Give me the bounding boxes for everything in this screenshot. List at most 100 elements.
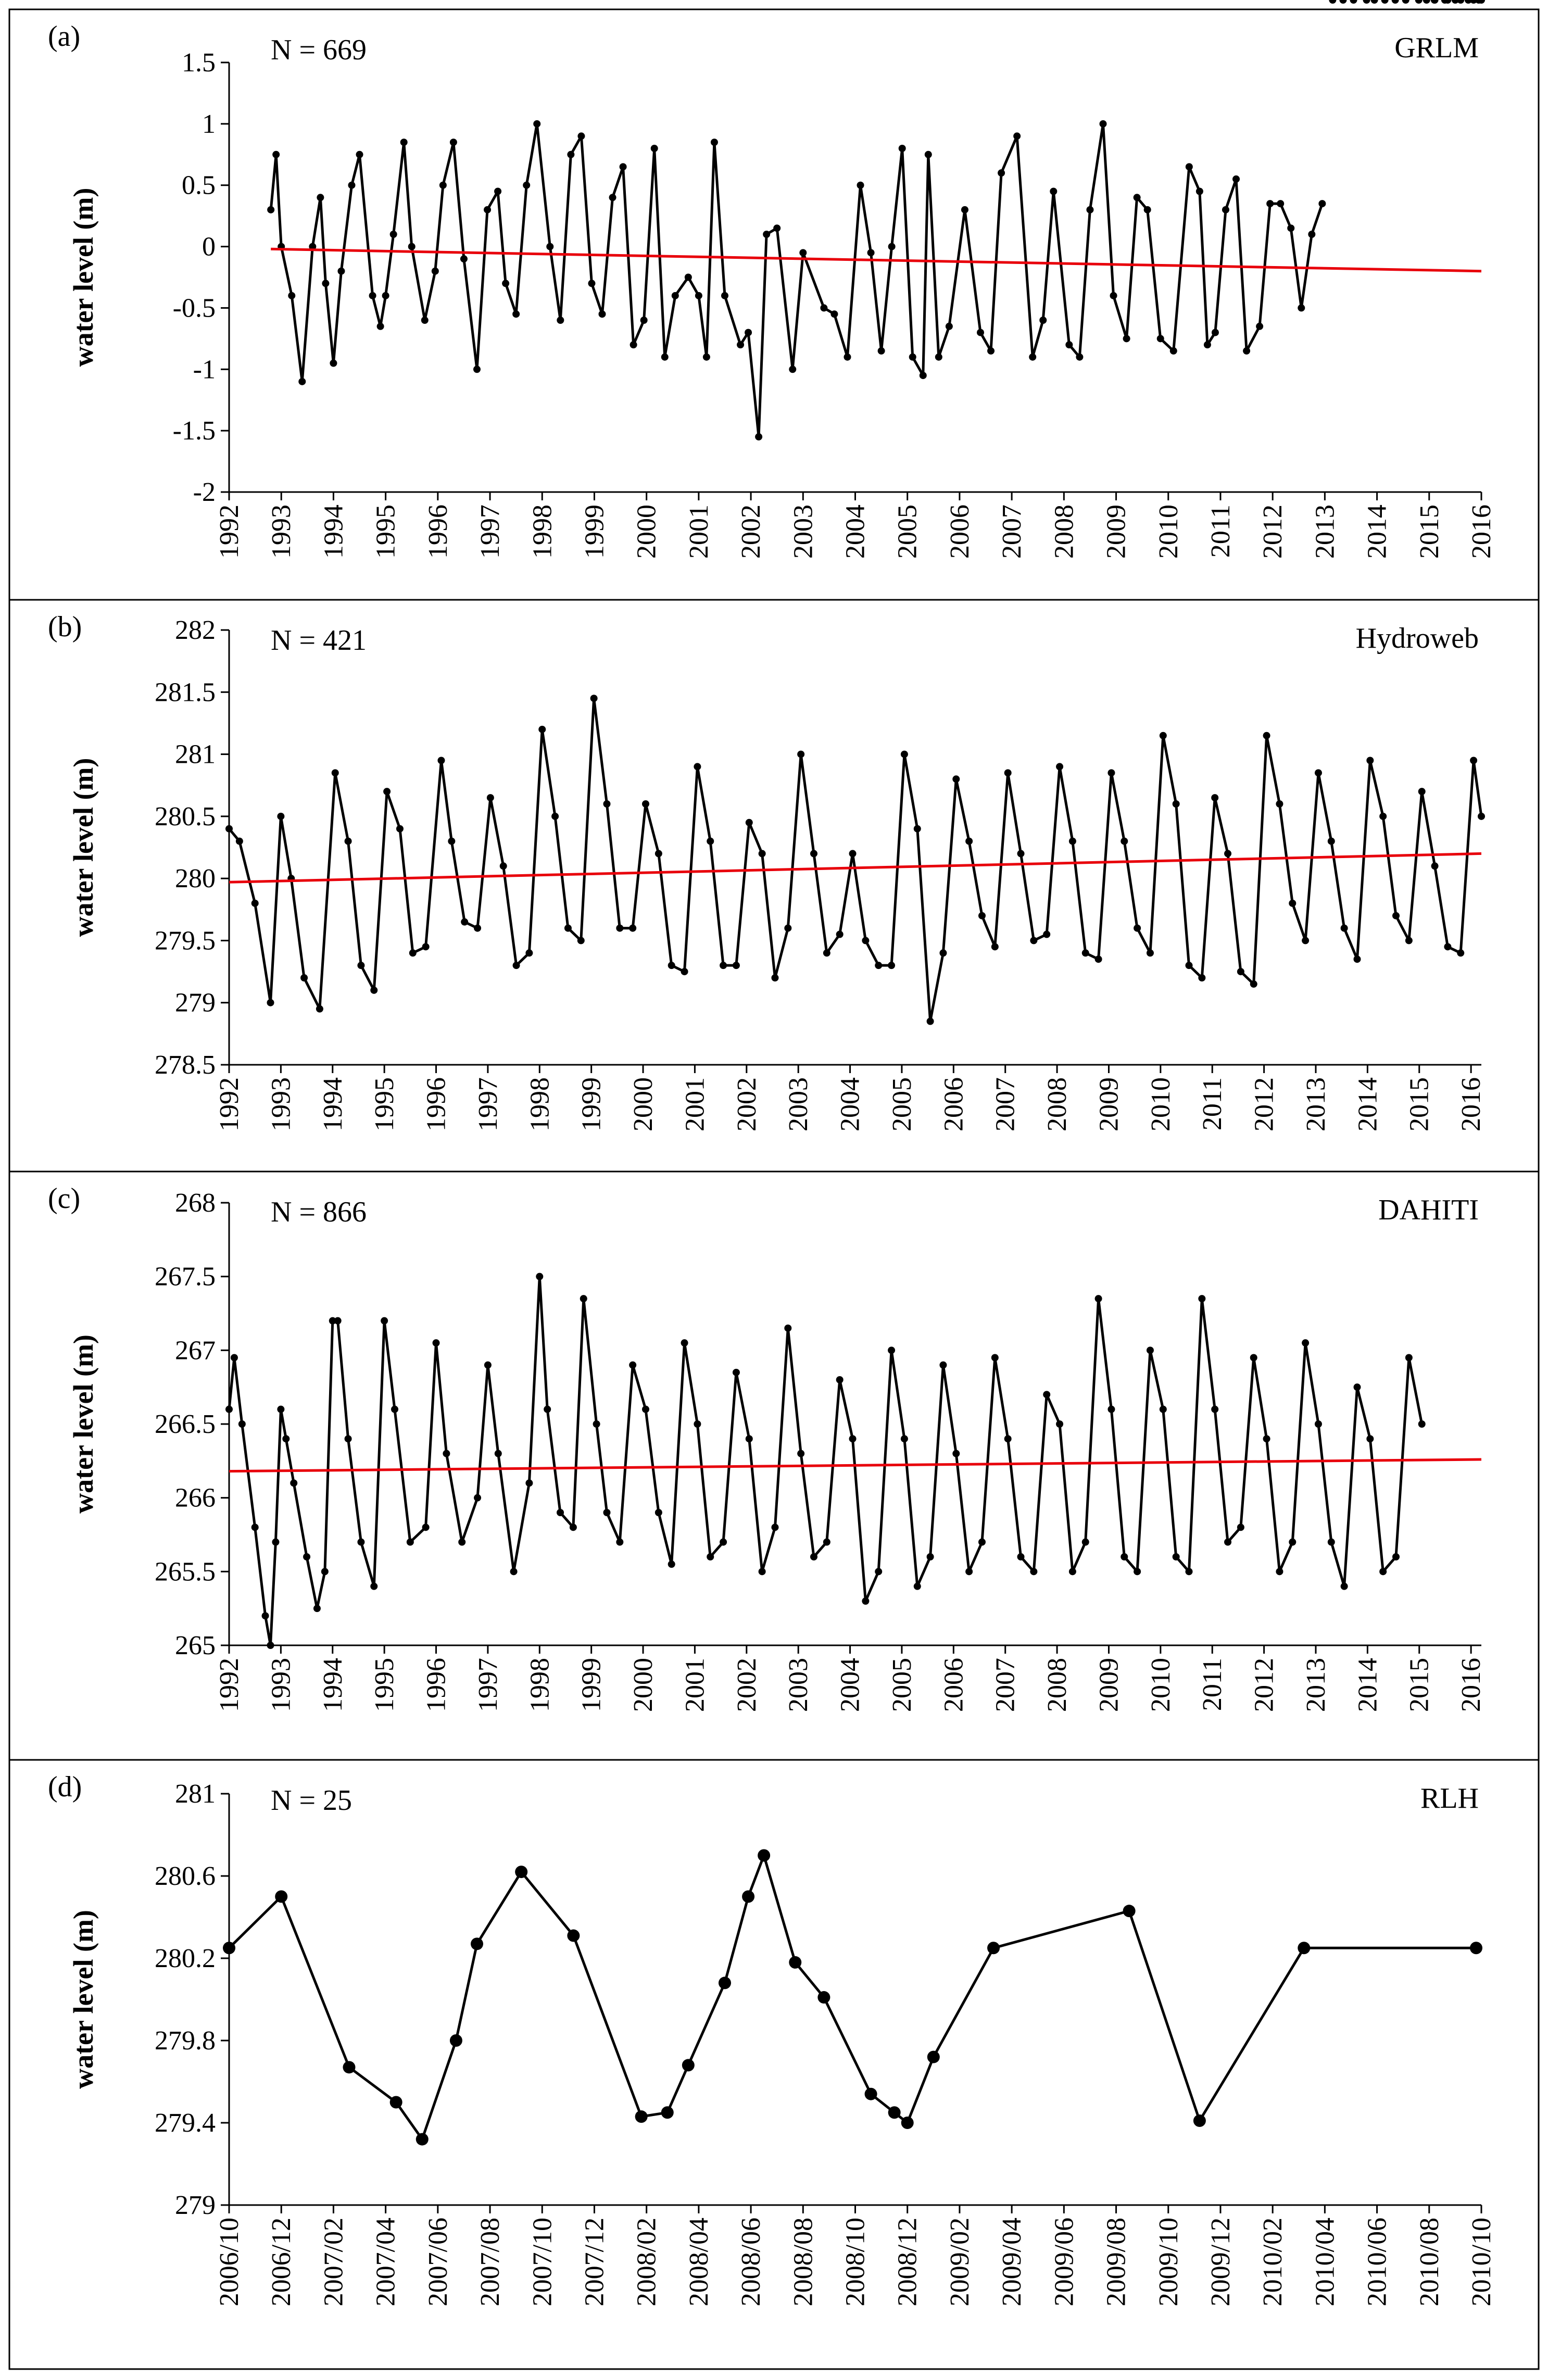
data-point bbox=[1068, 837, 1076, 845]
data-point bbox=[1366, 757, 1374, 764]
x-tick-label: 2002 bbox=[736, 505, 766, 559]
data-point bbox=[344, 1435, 352, 1443]
data-point bbox=[900, 1435, 908, 1443]
data-point bbox=[251, 1523, 259, 1531]
data-point bbox=[277, 1405, 285, 1413]
data-point bbox=[1146, 1346, 1154, 1354]
data-point bbox=[836, 930, 844, 938]
x-tick-label: 1998 bbox=[527, 505, 557, 559]
data-point bbox=[580, 1295, 587, 1303]
data-point bbox=[1065, 341, 1073, 349]
data-point bbox=[1353, 1383, 1361, 1391]
data-point bbox=[267, 999, 274, 1006]
x-tick-label: 2007 bbox=[997, 505, 1027, 559]
y-tick-label: 266 bbox=[175, 1483, 216, 1513]
y-tick-label: 280.2 bbox=[155, 1944, 216, 1973]
data-point bbox=[533, 120, 541, 128]
data-point bbox=[510, 1568, 518, 1576]
data-point bbox=[755, 433, 763, 440]
data-point bbox=[629, 924, 637, 932]
x-tick-label: 2013 bbox=[1310, 505, 1340, 559]
y-tick-label: 1.5 bbox=[182, 48, 216, 78]
data-point bbox=[862, 1597, 870, 1605]
data-point bbox=[668, 962, 675, 969]
data-point bbox=[546, 243, 554, 250]
panel-letter: (b) bbox=[48, 611, 82, 643]
x-tick-label: 2010/10 bbox=[1467, 2218, 1496, 2306]
x-tick-label: 2010 bbox=[1146, 1077, 1176, 1131]
data-point bbox=[1086, 206, 1094, 213]
x-tick-label: 2008/12 bbox=[893, 2218, 923, 2306]
x-tick-label: 2009/08 bbox=[1102, 2218, 1131, 2306]
x-tick-label: 2007 bbox=[991, 1077, 1021, 1131]
data-point bbox=[1353, 955, 1361, 963]
data-point bbox=[998, 169, 1005, 177]
y-tick-label: 281.5 bbox=[155, 677, 216, 707]
data-point bbox=[1056, 763, 1064, 771]
data-point bbox=[661, 2106, 674, 2119]
data-point bbox=[400, 138, 408, 146]
data-point bbox=[862, 937, 870, 945]
data-point bbox=[1172, 1553, 1180, 1560]
data-point bbox=[1340, 1582, 1348, 1590]
y-tick-label: 282 bbox=[175, 615, 216, 645]
x-tick-label: 2002 bbox=[732, 1077, 762, 1131]
x-tick-label: 1995 bbox=[371, 505, 401, 559]
y-tick-label: 280 bbox=[175, 864, 216, 893]
data-point bbox=[710, 138, 718, 146]
data-point bbox=[230, 1354, 238, 1362]
data-point bbox=[1156, 335, 1164, 343]
data-point bbox=[551, 812, 559, 820]
data-point bbox=[1423, 0, 1430, 4]
x-tick-label: 1998 bbox=[525, 1658, 555, 1712]
y-tick-label: -1 bbox=[193, 355, 216, 384]
data-point bbox=[422, 943, 430, 951]
data-point bbox=[1256, 322, 1264, 330]
data-point bbox=[275, 1890, 288, 1903]
data-point bbox=[484, 206, 492, 213]
data-point bbox=[484, 1361, 492, 1369]
x-tick-label: 2006/10 bbox=[215, 2218, 244, 2306]
data-point bbox=[1444, 0, 1452, 4]
data-point bbox=[1017, 850, 1025, 858]
x-tick-label: 2008 bbox=[1049, 505, 1079, 559]
data-point bbox=[1056, 1420, 1064, 1428]
data-point bbox=[577, 132, 585, 140]
data-point bbox=[421, 317, 429, 324]
source-label: DAHITI bbox=[1378, 1194, 1479, 1226]
x-tick-label: 2000 bbox=[628, 1077, 658, 1131]
data-point bbox=[1366, 1435, 1374, 1443]
data-point bbox=[629, 1361, 637, 1369]
data-point bbox=[1017, 1553, 1025, 1560]
data-point bbox=[961, 206, 968, 213]
data-point bbox=[1469, 1942, 1482, 1955]
data-point bbox=[1030, 937, 1038, 945]
data-point bbox=[1169, 347, 1177, 355]
data-point bbox=[926, 1553, 934, 1560]
data-point bbox=[300, 974, 308, 981]
data-point bbox=[486, 794, 494, 802]
x-tick-label: 2007/12 bbox=[580, 2218, 609, 2306]
data-point bbox=[1379, 1568, 1387, 1576]
data-point bbox=[225, 825, 233, 833]
source-label: GRLM bbox=[1394, 32, 1479, 64]
x-tick-label: 2002 bbox=[732, 1658, 762, 1712]
x-tick-label: 2014 bbox=[1363, 505, 1392, 559]
data-point bbox=[945, 322, 953, 330]
x-tick-label: 1995 bbox=[370, 1077, 399, 1131]
data-point bbox=[1478, 812, 1485, 820]
data-point bbox=[836, 1376, 844, 1383]
x-tick-label: 2011 bbox=[1206, 505, 1236, 558]
data-point bbox=[1159, 1405, 1167, 1413]
source-label: RLH bbox=[1420, 1782, 1479, 1815]
data-point bbox=[282, 1435, 290, 1443]
data-point bbox=[382, 292, 389, 299]
data-point bbox=[1289, 899, 1297, 907]
data-point bbox=[1298, 304, 1305, 312]
x-tick-label: 2010 bbox=[1146, 1658, 1176, 1712]
x-tick-label: 1997 bbox=[473, 1077, 503, 1131]
y-tick-label: 267 bbox=[175, 1336, 216, 1365]
data-point bbox=[461, 918, 469, 926]
x-tick-label: 2009/02 bbox=[945, 2218, 975, 2306]
